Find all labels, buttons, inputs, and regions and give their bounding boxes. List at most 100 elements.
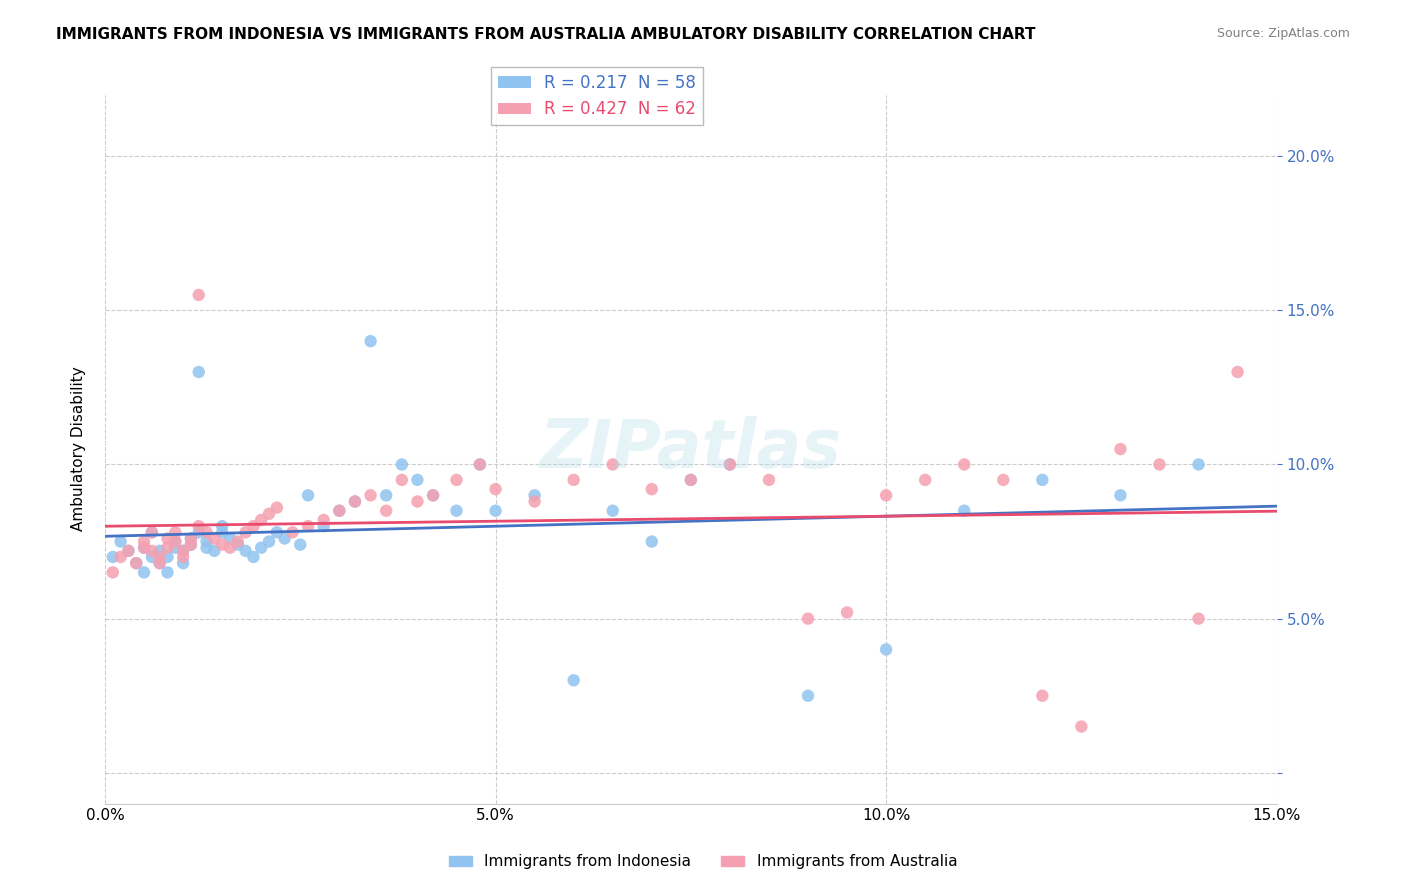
Point	[101, 549, 124, 564]
Point	[468, 458, 491, 472]
Point	[468, 458, 491, 472]
Point	[281, 525, 304, 540]
Point	[202, 532, 225, 546]
Point	[446, 473, 468, 487]
Point	[875, 488, 897, 502]
Point	[375, 488, 398, 502]
Point	[250, 513, 273, 527]
Point	[1109, 442, 1132, 456]
Point	[422, 488, 444, 502]
Point	[343, 494, 366, 508]
Point	[875, 642, 897, 657]
Point	[117, 544, 139, 558]
Point	[484, 482, 506, 496]
Point	[257, 507, 280, 521]
Point	[360, 334, 382, 348]
Point	[250, 541, 273, 555]
Point	[343, 494, 366, 508]
Point	[257, 534, 280, 549]
Point	[219, 532, 242, 546]
Point	[484, 504, 506, 518]
Legend: R = 0.217  N = 58, R = 0.427  N = 62: R = 0.217 N = 58, R = 0.427 N = 62	[491, 68, 703, 125]
Point	[226, 538, 249, 552]
Point	[297, 488, 319, 502]
Point	[312, 513, 335, 527]
Point	[273, 532, 295, 546]
Point	[180, 538, 202, 552]
Point	[242, 519, 264, 533]
Point	[117, 544, 139, 558]
Y-axis label: Ambulatory Disability: Ambulatory Disability	[72, 367, 86, 532]
Point	[953, 504, 976, 518]
Point	[172, 544, 194, 558]
Point	[641, 534, 664, 549]
Point	[187, 365, 209, 379]
Point	[290, 538, 312, 552]
Point	[1031, 473, 1053, 487]
Point	[993, 473, 1015, 487]
Point	[125, 556, 148, 570]
Point	[1031, 689, 1053, 703]
Point	[242, 549, 264, 564]
Point	[165, 525, 187, 540]
Point	[446, 504, 468, 518]
Point	[360, 488, 382, 502]
Point	[187, 519, 209, 533]
Point	[172, 544, 194, 558]
Point	[187, 525, 209, 540]
Point	[679, 473, 702, 487]
Point	[202, 544, 225, 558]
Point	[953, 458, 976, 472]
Point	[1187, 458, 1209, 472]
Point	[156, 541, 179, 555]
Point	[406, 473, 429, 487]
Point	[266, 500, 288, 515]
Point	[180, 538, 202, 552]
Text: IMMIGRANTS FROM INDONESIA VS IMMIGRANTS FROM AUSTRALIA AMBULATORY DISABILITY COR: IMMIGRANTS FROM INDONESIA VS IMMIGRANTS …	[56, 27, 1036, 42]
Point	[195, 541, 218, 555]
Point	[1226, 365, 1249, 379]
Point	[235, 544, 257, 558]
Point	[211, 519, 233, 533]
Point	[562, 473, 585, 487]
Point	[602, 504, 624, 518]
Point	[297, 519, 319, 533]
Point	[679, 473, 702, 487]
Point	[422, 488, 444, 502]
Point	[165, 541, 187, 555]
Point	[391, 458, 413, 472]
Point	[149, 556, 172, 570]
Point	[149, 556, 172, 570]
Point	[195, 525, 218, 540]
Point	[235, 525, 257, 540]
Point	[219, 541, 242, 555]
Point	[602, 458, 624, 472]
Point	[101, 566, 124, 580]
Text: Source: ZipAtlas.com: Source: ZipAtlas.com	[1216, 27, 1350, 40]
Point	[180, 532, 202, 546]
Point	[797, 689, 820, 703]
Point	[195, 534, 218, 549]
Point	[156, 549, 179, 564]
Point	[523, 488, 546, 502]
Point	[149, 544, 172, 558]
Point	[1109, 488, 1132, 502]
Point	[172, 556, 194, 570]
Point	[914, 473, 936, 487]
Point	[835, 606, 858, 620]
Point	[141, 525, 163, 540]
Point	[110, 534, 132, 549]
Point	[132, 541, 155, 555]
Point	[312, 519, 335, 533]
Point	[797, 612, 820, 626]
Point	[110, 549, 132, 564]
Point	[375, 504, 398, 518]
Point	[718, 458, 741, 472]
Point	[406, 494, 429, 508]
Point	[132, 566, 155, 580]
Point	[132, 541, 155, 555]
Point	[165, 534, 187, 549]
Text: ZIPatlas: ZIPatlas	[540, 416, 842, 482]
Point	[156, 532, 179, 546]
Point	[141, 525, 163, 540]
